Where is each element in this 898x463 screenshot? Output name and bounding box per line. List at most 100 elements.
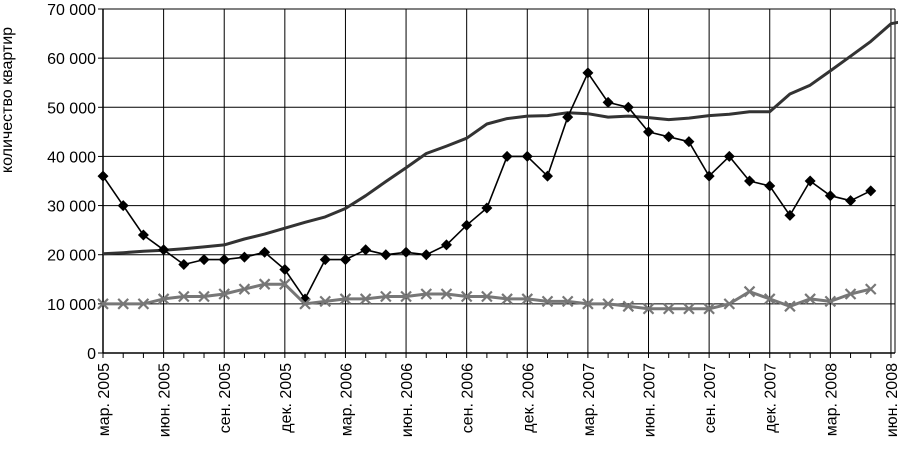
x-tick-label: мар. 2005 <box>96 363 113 436</box>
x-tick-label: сен. 2006 <box>460 363 477 433</box>
series-3-point <box>279 278 291 290</box>
series-3-point <box>481 290 493 303</box>
series-2-point <box>158 244 170 256</box>
x-tick-label: июн. 2007 <box>642 363 659 437</box>
series-2-point <box>744 175 756 187</box>
series-3-point <box>238 283 251 295</box>
series-3-point <box>117 298 129 310</box>
series-2-point <box>279 263 291 275</box>
series-lines <box>97 20 898 315</box>
x-tick-label: дек. 2007 <box>763 363 780 433</box>
y-tick-label: 60 000 <box>47 51 96 68</box>
series-3-point <box>561 295 574 308</box>
y-tick-labels: 0 10 000 20 000 30 000 40 000 50 000 60 000 70 … <box>47 2 96 363</box>
series-3-point <box>521 293 534 305</box>
series-2-point <box>259 246 271 258</box>
series-2-point <box>440 239 452 251</box>
series-2-point <box>562 111 574 123</box>
series-3-point <box>380 290 392 303</box>
x-tick-label: мар. 2007 <box>581 363 598 436</box>
x-tick-label: июн. 2006 <box>399 363 416 437</box>
series-3-point <box>460 290 473 303</box>
series-2-point <box>683 136 695 148</box>
series-2-point <box>319 254 331 266</box>
series-2-point <box>582 67 594 79</box>
series-3-point <box>97 298 109 310</box>
series-2-point <box>824 190 836 202</box>
series-3-point <box>824 295 837 308</box>
series-3-point <box>157 293 170 305</box>
series-2-point <box>238 251 250 263</box>
series-2-point <box>360 244 372 256</box>
series-3-point <box>420 288 433 300</box>
x-tick-label: сен. 2005 <box>217 363 234 433</box>
series-3-point <box>864 283 877 295</box>
series-3-point <box>178 290 190 303</box>
x-tick-label: июн. 2008 <box>884 363 898 437</box>
series-2-point <box>643 126 655 138</box>
series-3-point <box>359 293 372 305</box>
series-3-point <box>784 300 796 313</box>
series-3-point <box>400 290 412 303</box>
series-3-point <box>339 293 352 305</box>
series-3-point <box>662 302 675 315</box>
series-2-point <box>501 150 513 162</box>
x-tick-label: дек. 2005 <box>278 363 295 433</box>
series-2-point <box>198 254 210 266</box>
series-2-point <box>865 185 877 197</box>
series-2-point <box>541 170 553 182</box>
series-3-point <box>319 295 332 308</box>
y-tick-label: 30 000 <box>47 199 96 216</box>
series-3-point <box>299 298 311 310</box>
series-2-point <box>804 175 816 187</box>
series-3-point <box>804 293 816 305</box>
series-2-point <box>461 219 473 231</box>
y-tick-label: 70 000 <box>47 2 96 19</box>
series-3-point <box>723 298 736 310</box>
x-tick-labels: мар. 2005 июн. 2005 сен. 2005 дек. 2005 мар.… <box>96 363 898 437</box>
series-2-point <box>723 150 735 162</box>
series-3-point <box>622 300 635 313</box>
series-3-point <box>198 290 210 303</box>
series-2-point <box>97 170 109 182</box>
series-3-point <box>743 285 756 298</box>
series-3-point <box>763 293 776 305</box>
y-tick-label: 20 000 <box>47 248 96 265</box>
series-2-point <box>400 246 412 258</box>
series-2-point <box>521 150 533 162</box>
series-2-point <box>380 249 392 261</box>
series-2-point <box>117 200 129 212</box>
series-3-point <box>642 302 655 315</box>
series-3-point <box>501 293 513 305</box>
series-3-point <box>683 302 695 315</box>
y-tick-label: 40 000 <box>47 149 96 166</box>
series-3-point <box>440 288 453 300</box>
series-2-point <box>339 254 351 266</box>
series-3-point <box>602 298 614 310</box>
series-2-point <box>602 96 614 108</box>
series-2-point <box>622 101 634 113</box>
series-3-point <box>844 288 857 300</box>
x-tick-label: сен. 2007 <box>702 363 719 433</box>
x-tick-label: июн. 2005 <box>157 363 174 437</box>
series-3-point <box>541 295 554 308</box>
series-2-point <box>178 259 190 271</box>
series-2-point <box>137 229 149 241</box>
series-2-point <box>420 249 432 261</box>
y-tick-label: 0 <box>87 346 96 363</box>
y-tick-label: 50 000 <box>47 100 96 117</box>
series-2-point <box>703 170 715 182</box>
y-tick-label: 10 000 <box>47 297 96 314</box>
y-axis-title: количество квартир <box>0 27 16 173</box>
series-2-point <box>663 131 675 143</box>
series-3-point <box>258 278 271 290</box>
series-3-point <box>703 302 715 315</box>
series-2-point <box>784 209 796 221</box>
x-tick-label: дек. 2006 <box>520 363 537 433</box>
x-tick-label: мар. 2006 <box>338 363 355 436</box>
series-3-point <box>218 288 231 300</box>
x-tick-label: мар. 2008 <box>823 363 840 436</box>
series-3-point <box>137 298 150 310</box>
series-2-point <box>845 195 857 207</box>
